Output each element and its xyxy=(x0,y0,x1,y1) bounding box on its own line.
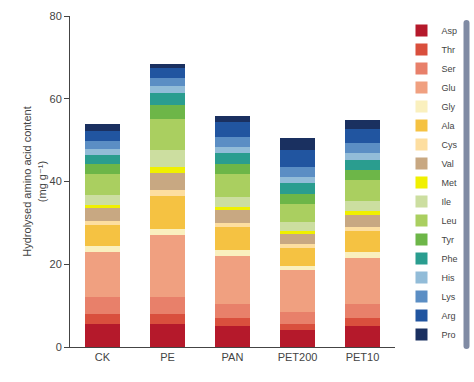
svg-text:Asp: Asp xyxy=(442,26,458,36)
svg-text:Met: Met xyxy=(442,178,458,188)
svg-text:Arg: Arg xyxy=(442,311,456,321)
svg-text:20: 20 xyxy=(50,258,62,270)
svg-text:Lys: Lys xyxy=(442,292,456,302)
svg-text:60: 60 xyxy=(50,93,62,105)
svg-text:His: His xyxy=(442,273,455,283)
svg-text:Thr: Thr xyxy=(442,45,456,55)
svg-text:80: 80 xyxy=(50,10,62,22)
svg-text:Glu: Glu xyxy=(442,83,456,93)
svg-text:Phe: Phe xyxy=(442,254,458,264)
svg-text:PET200: PET200 xyxy=(278,351,318,363)
svg-text:0: 0 xyxy=(56,341,62,353)
svg-text:Pro: Pro xyxy=(442,330,456,340)
svg-text:PET10: PET10 xyxy=(346,351,380,363)
svg-text:40: 40 xyxy=(50,175,62,187)
svg-text:CK: CK xyxy=(95,351,111,363)
svg-text:PAN: PAN xyxy=(222,351,244,363)
svg-text:Hydrolysed amino acid content(: Hydrolysed amino acid content(mg g⁻¹) xyxy=(21,106,47,256)
svg-text:Val: Val xyxy=(442,159,454,169)
svg-text:Gly: Gly xyxy=(442,102,456,112)
svg-text:Ser: Ser xyxy=(442,64,456,74)
svg-text:Ile: Ile xyxy=(442,197,452,207)
svg-text:Leu: Leu xyxy=(442,216,457,226)
svg-text:Ala: Ala xyxy=(442,121,455,131)
svg-text:Tyr: Tyr xyxy=(442,235,455,245)
svg-text:Cys: Cys xyxy=(442,140,458,150)
svg-text:PE: PE xyxy=(160,351,175,363)
